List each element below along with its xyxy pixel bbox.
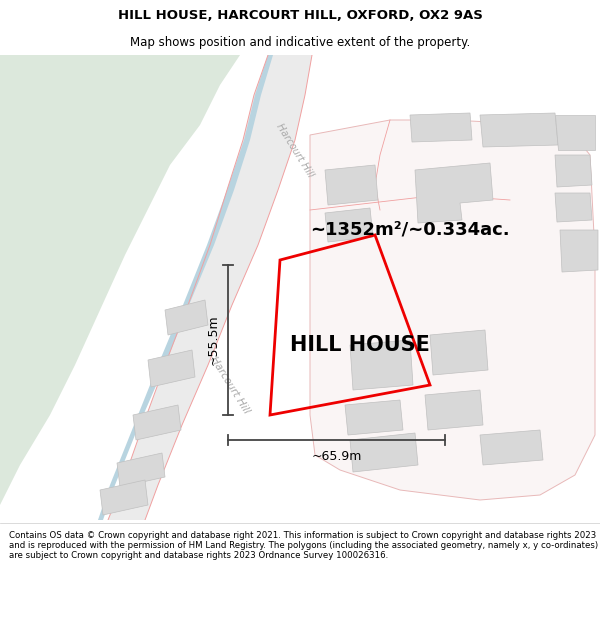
Polygon shape	[350, 433, 418, 472]
Polygon shape	[410, 113, 472, 142]
Polygon shape	[350, 340, 413, 390]
Polygon shape	[325, 165, 378, 205]
Text: Harcourt Hill: Harcourt Hill	[274, 121, 316, 179]
Polygon shape	[310, 120, 595, 500]
Polygon shape	[108, 55, 312, 520]
Polygon shape	[555, 193, 592, 222]
Polygon shape	[415, 163, 493, 223]
Polygon shape	[480, 113, 558, 147]
Text: Harcourt Hill: Harcourt Hill	[209, 355, 251, 415]
Polygon shape	[430, 330, 488, 375]
Polygon shape	[345, 400, 403, 435]
Polygon shape	[555, 155, 592, 187]
Text: HILL HOUSE: HILL HOUSE	[290, 335, 430, 355]
Text: HILL HOUSE, HARCOURT HILL, OXFORD, OX2 9AS: HILL HOUSE, HARCOURT HILL, OXFORD, OX2 9…	[118, 9, 482, 22]
Text: ~1352m²/~0.334ac.: ~1352m²/~0.334ac.	[310, 221, 509, 239]
Polygon shape	[117, 453, 165, 487]
Polygon shape	[98, 55, 273, 520]
Polygon shape	[100, 480, 148, 515]
Polygon shape	[165, 300, 208, 335]
Polygon shape	[560, 230, 598, 272]
Polygon shape	[133, 405, 181, 440]
Polygon shape	[148, 350, 195, 387]
Polygon shape	[325, 208, 373, 242]
Polygon shape	[480, 430, 543, 465]
Polygon shape	[0, 55, 240, 505]
Polygon shape	[425, 390, 483, 430]
Polygon shape	[555, 115, 595, 150]
Text: Contains OS data © Crown copyright and database right 2021. This information is : Contains OS data © Crown copyright and d…	[9, 531, 598, 560]
Text: Map shows position and indicative extent of the property.: Map shows position and indicative extent…	[130, 36, 470, 49]
Text: ~65.9m: ~65.9m	[311, 450, 362, 463]
Text: ~55.5m: ~55.5m	[207, 315, 220, 365]
